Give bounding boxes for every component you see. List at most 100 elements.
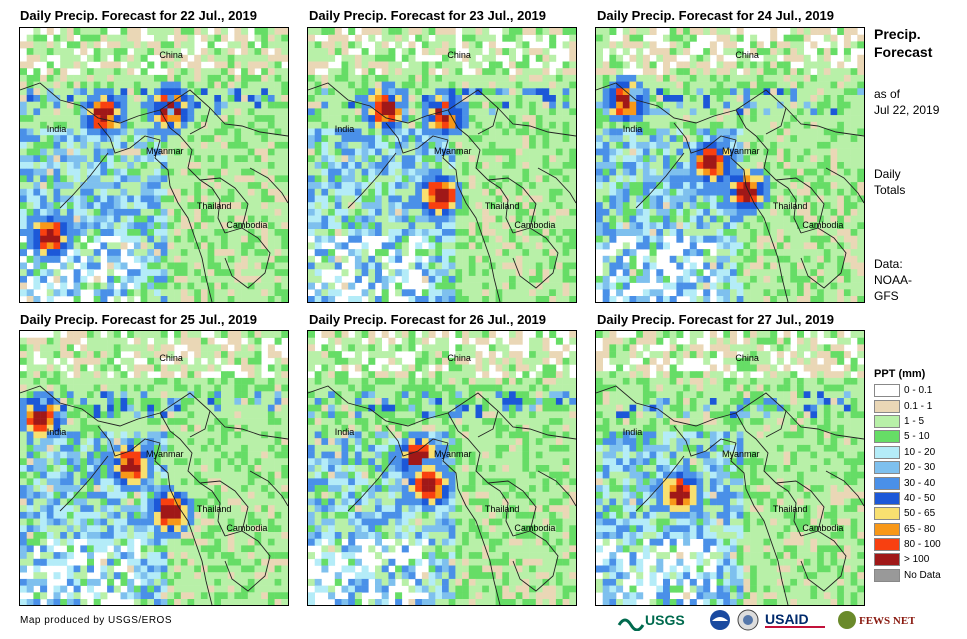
data-source-line3: GFS bbox=[874, 289, 899, 303]
side-title-line1: Precip. bbox=[874, 26, 921, 42]
country-label-cambodia: Cambodia bbox=[226, 220, 267, 230]
map-canvas: China India Myanmar Thailand Cambodia bbox=[20, 331, 288, 605]
precip-grid bbox=[20, 28, 288, 302]
country-label-myanmar: Myanmar bbox=[434, 146, 472, 156]
legend-swatch bbox=[874, 522, 900, 536]
legend-item: 80 - 100 bbox=[874, 537, 941, 552]
country-label-india: India bbox=[623, 124, 643, 134]
country-label-china: China bbox=[159, 50, 183, 60]
noaa-logo bbox=[710, 610, 730, 630]
legend-swatch bbox=[874, 461, 900, 475]
country-label-thailand: Thailand bbox=[197, 504, 232, 514]
legend-label: 0 - 0.1 bbox=[904, 385, 933, 397]
legend-swatch bbox=[874, 476, 900, 490]
map-canvas: China India Myanmar Thailand Cambodia bbox=[596, 28, 864, 302]
forecast-map-4: China India Myanmar Thailand Cambodia bbox=[19, 330, 289, 606]
forecast-map-5: China India Myanmar Thailand Cambodia bbox=[307, 330, 577, 606]
usaid-logo-text: USAID bbox=[765, 611, 809, 627]
legend-title: PPT (mm) bbox=[874, 368, 926, 380]
country-label-cambodia: Cambodia bbox=[514, 220, 555, 230]
country-label-cambodia: Cambodia bbox=[802, 523, 843, 533]
country-label-cambodia: Cambodia bbox=[514, 523, 555, 533]
legend-label: 30 - 40 bbox=[904, 477, 936, 489]
fews-net-logo-text: FEWS NET bbox=[859, 615, 915, 627]
legend: PPT (mm) 0 - 0.1 0.1 - 1 1 - 5 5 - 10 10 - 2… bbox=[874, 368, 941, 583]
forecast-map-2: China India Myanmar Thailand Cambodia bbox=[307, 27, 577, 303]
legend-item: 40 - 50 bbox=[874, 491, 941, 506]
panel-title-1: Daily Precip. Forecast for 22 Jul., 2019 bbox=[20, 8, 258, 23]
legend-item: 0.1 - 1 bbox=[874, 398, 941, 413]
country-label-myanmar: Myanmar bbox=[722, 449, 760, 459]
map-canvas: China India Myanmar Thailand Cambodia bbox=[20, 28, 288, 302]
daily-totals-label: Daily Totals bbox=[874, 166, 905, 198]
precip-grid bbox=[596, 331, 864, 605]
panel-title-3: Daily Precip. Forecast for 24 Jul., 2019 bbox=[597, 8, 835, 23]
precip-grid bbox=[596, 28, 864, 302]
precip-grid bbox=[308, 28, 576, 302]
legend-label: 0.1 - 1 bbox=[904, 400, 933, 412]
legend-label: 65 - 80 bbox=[904, 523, 936, 535]
data-source-line2: NOAA- bbox=[874, 273, 913, 287]
legend-rows: 0 - 0.1 0.1 - 1 1 - 5 5 - 10 10 - 20 20 - 30 3… bbox=[874, 383, 941, 583]
country-label-myanmar: Myanmar bbox=[722, 146, 760, 156]
map-canvas: China India Myanmar Thailand Cambodia bbox=[308, 331, 576, 605]
legend-label: 20 - 30 bbox=[904, 462, 936, 474]
legend-label: 50 - 65 bbox=[904, 508, 936, 520]
country-borders bbox=[596, 385, 864, 605]
country-label-cambodia: Cambodia bbox=[226, 523, 267, 533]
country-label-thailand: Thailand bbox=[197, 201, 232, 211]
country-borders bbox=[308, 82, 576, 302]
legend-label: 5 - 10 bbox=[904, 431, 930, 443]
map-credit: Map produced by USGS/EROS bbox=[20, 615, 173, 626]
legend-swatch bbox=[874, 414, 900, 428]
legend-item: 30 - 40 bbox=[874, 475, 941, 490]
country-label-thailand: Thailand bbox=[773, 201, 808, 211]
country-label-india: India bbox=[623, 427, 643, 437]
seal-logo bbox=[737, 609, 759, 631]
legend-item: 10 - 20 bbox=[874, 445, 941, 460]
panel-title-2: Daily Precip. Forecast for 23 Jul., 2019 bbox=[309, 8, 547, 23]
legend-item: 20 - 30 bbox=[874, 460, 941, 475]
usgs-logo-text: USGS bbox=[645, 612, 685, 628]
country-borders bbox=[596, 82, 864, 302]
country-label-cambodia: Cambodia bbox=[802, 220, 843, 230]
side-title-line2: Forecast bbox=[874, 44, 933, 60]
country-label-china: China bbox=[159, 353, 183, 363]
daily-totals-line2: Totals bbox=[874, 183, 906, 197]
legend-swatch bbox=[874, 491, 900, 505]
legend-swatch bbox=[874, 384, 900, 398]
precip-grid bbox=[20, 331, 288, 605]
forecast-map-1: China India Myanmar Thailand Cambodia bbox=[19, 27, 289, 303]
as-of-date: as of Jul 22, 2019 bbox=[874, 86, 939, 118]
forecast-map-3: China India Myanmar Thailand Cambodia bbox=[595, 27, 865, 303]
map-canvas: China India Myanmar Thailand Cambodia bbox=[308, 28, 576, 302]
legend-item: 0 - 0.1 bbox=[874, 383, 941, 398]
legend-item: 5 - 10 bbox=[874, 429, 941, 444]
logo-bar: USGS USAID FEWS NET bbox=[617, 608, 915, 632]
country-borders bbox=[308, 385, 576, 605]
legend-swatch bbox=[874, 553, 900, 567]
country-label-myanmar: Myanmar bbox=[146, 146, 184, 156]
panel-title-5: Daily Precip. Forecast for 26 Jul., 2019 bbox=[309, 312, 547, 327]
country-label-india: India bbox=[335, 124, 355, 134]
as-of-value: Jul 22, 2019 bbox=[874, 103, 940, 117]
country-label-thailand: Thailand bbox=[485, 504, 520, 514]
country-label-china: China bbox=[735, 50, 759, 60]
country-label-myanmar: Myanmar bbox=[146, 449, 184, 459]
legend-swatch bbox=[874, 430, 900, 444]
map-canvas: China India Myanmar Thailand Cambodia bbox=[596, 331, 864, 605]
legend-item: 1 - 5 bbox=[874, 414, 941, 429]
data-source: Data: NOAA- GFS bbox=[874, 256, 912, 304]
legend-swatch bbox=[874, 538, 900, 552]
country-borders bbox=[20, 385, 288, 605]
country-label-thailand: Thailand bbox=[485, 201, 520, 211]
legend-label: 80 - 100 bbox=[904, 539, 941, 551]
country-label-china: China bbox=[447, 50, 471, 60]
forecast-map-6: China India Myanmar Thailand Cambodia bbox=[595, 330, 865, 606]
fews-net-logo: FEWS NET bbox=[838, 611, 915, 629]
country-label-thailand: Thailand bbox=[773, 504, 808, 514]
country-borders bbox=[20, 82, 288, 302]
legend-swatch bbox=[874, 507, 900, 521]
legend-item: No Data bbox=[874, 568, 941, 583]
daily-totals-line1: Daily bbox=[874, 167, 901, 181]
